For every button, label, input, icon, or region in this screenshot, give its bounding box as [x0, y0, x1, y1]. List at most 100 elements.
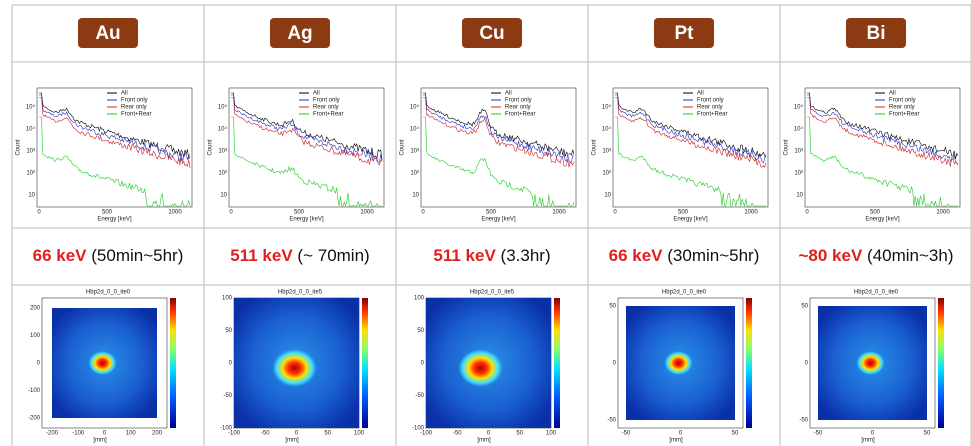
- spectrum-y-label: Count: [592, 139, 598, 155]
- image-y-tick: 100: [222, 296, 233, 302]
- spectrum-y-tick: 10: [604, 193, 611, 199]
- spectrum-frame: [228, 87, 385, 208]
- energy-text: 511 keV (3.3hr): [433, 246, 550, 265]
- spectrum-x-tick: 1000: [744, 210, 758, 216]
- duration: (50min~5hr): [91, 246, 183, 265]
- legend-label: Front only: [505, 98, 532, 104]
- legend-label: Front+Rear: [121, 112, 152, 118]
- image-title: Hbp2d_0_0_ite5: [470, 290, 515, 296]
- image-x-tick: -100: [420, 431, 433, 437]
- element-badge: [462, 18, 522, 48]
- image-y-tick: -100: [220, 426, 233, 432]
- color-bar: [170, 298, 176, 428]
- image-x-tick: 0: [679, 431, 683, 437]
- element-label: Au: [95, 23, 120, 44]
- image-x-tick: -50: [814, 431, 823, 437]
- spectrum-x-tick: 500: [486, 210, 497, 216]
- image-x-tick: 50: [924, 431, 931, 437]
- legend-label: Front only: [889, 98, 916, 104]
- spectrum-frame: [612, 87, 769, 208]
- spectrum-y-tick: 10³: [218, 149, 227, 155]
- color-bar: [746, 298, 752, 428]
- spectrum-curve: [39, 94, 191, 162]
- spectrum-y-tick: 10³: [602, 149, 611, 155]
- spectrum-curve: [807, 94, 959, 165]
- spectrum-y-tick: 10²: [410, 171, 419, 177]
- spectrum-frame: [420, 87, 577, 208]
- spectrum-y-tick: 10⁵: [26, 104, 36, 111]
- image-x-tick: 100: [546, 431, 557, 437]
- energy-value: 66 keV: [609, 246, 664, 265]
- spectrum-x-tick: 1000: [936, 210, 950, 216]
- legend-label: Front only: [313, 98, 340, 104]
- legend-label: Front+Rear: [505, 112, 536, 118]
- image-title: Hbp2d_0_0_ite5: [278, 290, 323, 296]
- image-x-label: [mm]: [93, 438, 107, 444]
- spectrum-curve: [39, 92, 191, 160]
- image-x-label: [mm]: [285, 438, 299, 444]
- spectrum-x-tick: 500: [294, 210, 305, 216]
- image-x-tick: 0: [295, 431, 299, 437]
- image-y-tick: -50: [223, 393, 232, 399]
- legend-label: Rear only: [313, 105, 339, 111]
- spectrum-curve: [807, 97, 959, 168]
- legend-label: Front+Rear: [697, 112, 728, 118]
- spectrum-curve: [423, 97, 575, 168]
- image-y-tick: 100: [414, 296, 425, 302]
- spectrum-y-tick: 10: [220, 193, 227, 199]
- spectrum-y-tick: 10⁵: [794, 104, 804, 111]
- image-y-tick: -50: [415, 393, 424, 399]
- element-badge: [654, 18, 714, 48]
- legend-label: All: [697, 91, 704, 97]
- spectrum-curve: [39, 97, 191, 169]
- spectrum-x-tick: 1000: [360, 210, 374, 216]
- color-bar: [938, 298, 944, 428]
- spectrum-y-tick: 10: [796, 193, 803, 199]
- image-y-tick: 100: [30, 333, 41, 339]
- image-y-tick: 200: [30, 306, 41, 312]
- spectrum-frame: [804, 87, 961, 208]
- spectrum-y-tick: 10⁵: [218, 104, 228, 111]
- image-x-tick: -200: [46, 431, 59, 437]
- energy-value: 511 keV: [230, 246, 293, 265]
- spectrum-x-tick: 500: [870, 210, 881, 216]
- image-x-tick: 0: [103, 431, 107, 437]
- spectrum-y-tick: 10⁵: [410, 104, 420, 111]
- spectrum-curve: [423, 92, 575, 157]
- spectrum-curve: [615, 94, 767, 164]
- spectrum-curve: [615, 92, 767, 158]
- energy-text: 66 keV (50min~5hr): [33, 246, 184, 265]
- duration: (~ 70min): [297, 246, 369, 265]
- energy-text: ~80 keV (40min~3h): [798, 246, 953, 265]
- element-badge: [78, 18, 138, 48]
- image-x-tick: 50: [732, 431, 739, 437]
- legend-label: All: [313, 91, 320, 97]
- spectrum-y-label: Count: [208, 139, 214, 155]
- spectrum-curve: [423, 116, 575, 207]
- spectrum-y-tick: 10⁴: [602, 126, 612, 133]
- spectrum-x-tick: 0: [37, 210, 41, 216]
- legend-label: Rear only: [121, 105, 147, 111]
- image-x-label: [mm]: [477, 438, 491, 444]
- image-y-tick: -50: [607, 418, 616, 424]
- element-label: Bi: [867, 23, 886, 44]
- spectrum-y-tick: 10²: [218, 171, 227, 177]
- image-y-tick: 50: [225, 328, 232, 334]
- spectrum-y-tick: 10²: [26, 171, 35, 177]
- spectrum-y-label: Count: [16, 139, 22, 155]
- spectrum-curve: [231, 97, 383, 166]
- spectrum-x-tick: 0: [421, 210, 425, 216]
- image-x-tick: -50: [622, 431, 631, 437]
- spectrum-curve: [231, 92, 383, 160]
- image-x-tick: 0: [487, 431, 491, 437]
- hot-spot: [88, 351, 117, 375]
- image-x-tick: -100: [72, 431, 85, 437]
- spectrum-curve: [39, 116, 191, 207]
- spectrum-curve: [615, 116, 766, 208]
- spectrum-y-tick: 10⁴: [410, 126, 420, 133]
- spectrum-y-tick: 10²: [602, 171, 611, 177]
- spectrum-y-tick: 10³: [410, 149, 419, 155]
- spectrum-y-label: Count: [400, 139, 406, 155]
- duration: (3.3hr): [501, 246, 551, 265]
- image-y-tick: 0: [229, 361, 233, 367]
